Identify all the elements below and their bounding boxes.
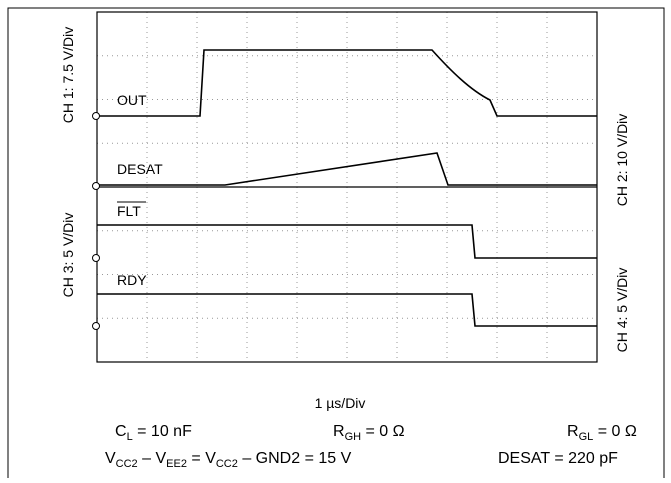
text: V <box>105 450 116 467</box>
condition: VCC2 – VEE2 = VCC2 – GND2 = 15 V <box>105 450 352 470</box>
channel-label: CH 1: 7.5 V/Div <box>60 27 76 123</box>
text: = 0 Ω <box>593 423 637 440</box>
ground-marker <box>92 322 100 330</box>
text: – GND2 = 15 V <box>238 450 352 467</box>
flt-trace <box>97 224 597 259</box>
ground-markers <box>92 112 100 330</box>
condition: CL = 10 nF <box>115 423 192 443</box>
desat-trace <box>97 152 597 186</box>
subscript: CC2 <box>216 458 238 470</box>
subscript: L <box>127 431 133 443</box>
text: = V <box>187 450 216 467</box>
trace-label: DESAT <box>117 161 163 177</box>
trace-label: OUT <box>117 92 147 108</box>
channel-label: CH 4: 5 V/Div <box>614 268 630 353</box>
subscript: GH <box>345 431 362 443</box>
text: C <box>115 423 127 440</box>
ground-marker <box>92 254 100 262</box>
subscript: GL <box>579 431 594 443</box>
channel-label: CH 2: 10 V/Div <box>614 114 630 207</box>
condition: DESAT = 220 pF <box>498 450 618 467</box>
text: R <box>567 423 579 440</box>
trace-label: RDY <box>117 272 147 288</box>
condition: RGH = 0 Ω <box>333 423 405 443</box>
subscript: EE2 <box>166 458 187 470</box>
channel-label: CH 3: 5 V/Div <box>60 213 76 298</box>
text: = 0 Ω <box>361 423 405 440</box>
figure-frame <box>7 7 665 478</box>
text: R <box>333 423 345 440</box>
condition: RGL = 0 Ω <box>567 423 637 443</box>
text: = 10 nF <box>133 423 192 440</box>
rdy-trace <box>97 293 597 327</box>
trace-label: FLT <box>117 203 141 219</box>
ground-marker <box>92 182 100 190</box>
ground-marker <box>92 112 100 120</box>
timebase: 1 µs/Div <box>315 395 366 411</box>
subscript: CC2 <box>116 458 138 470</box>
text: – V <box>138 450 167 467</box>
out-trace <box>97 49 597 117</box>
